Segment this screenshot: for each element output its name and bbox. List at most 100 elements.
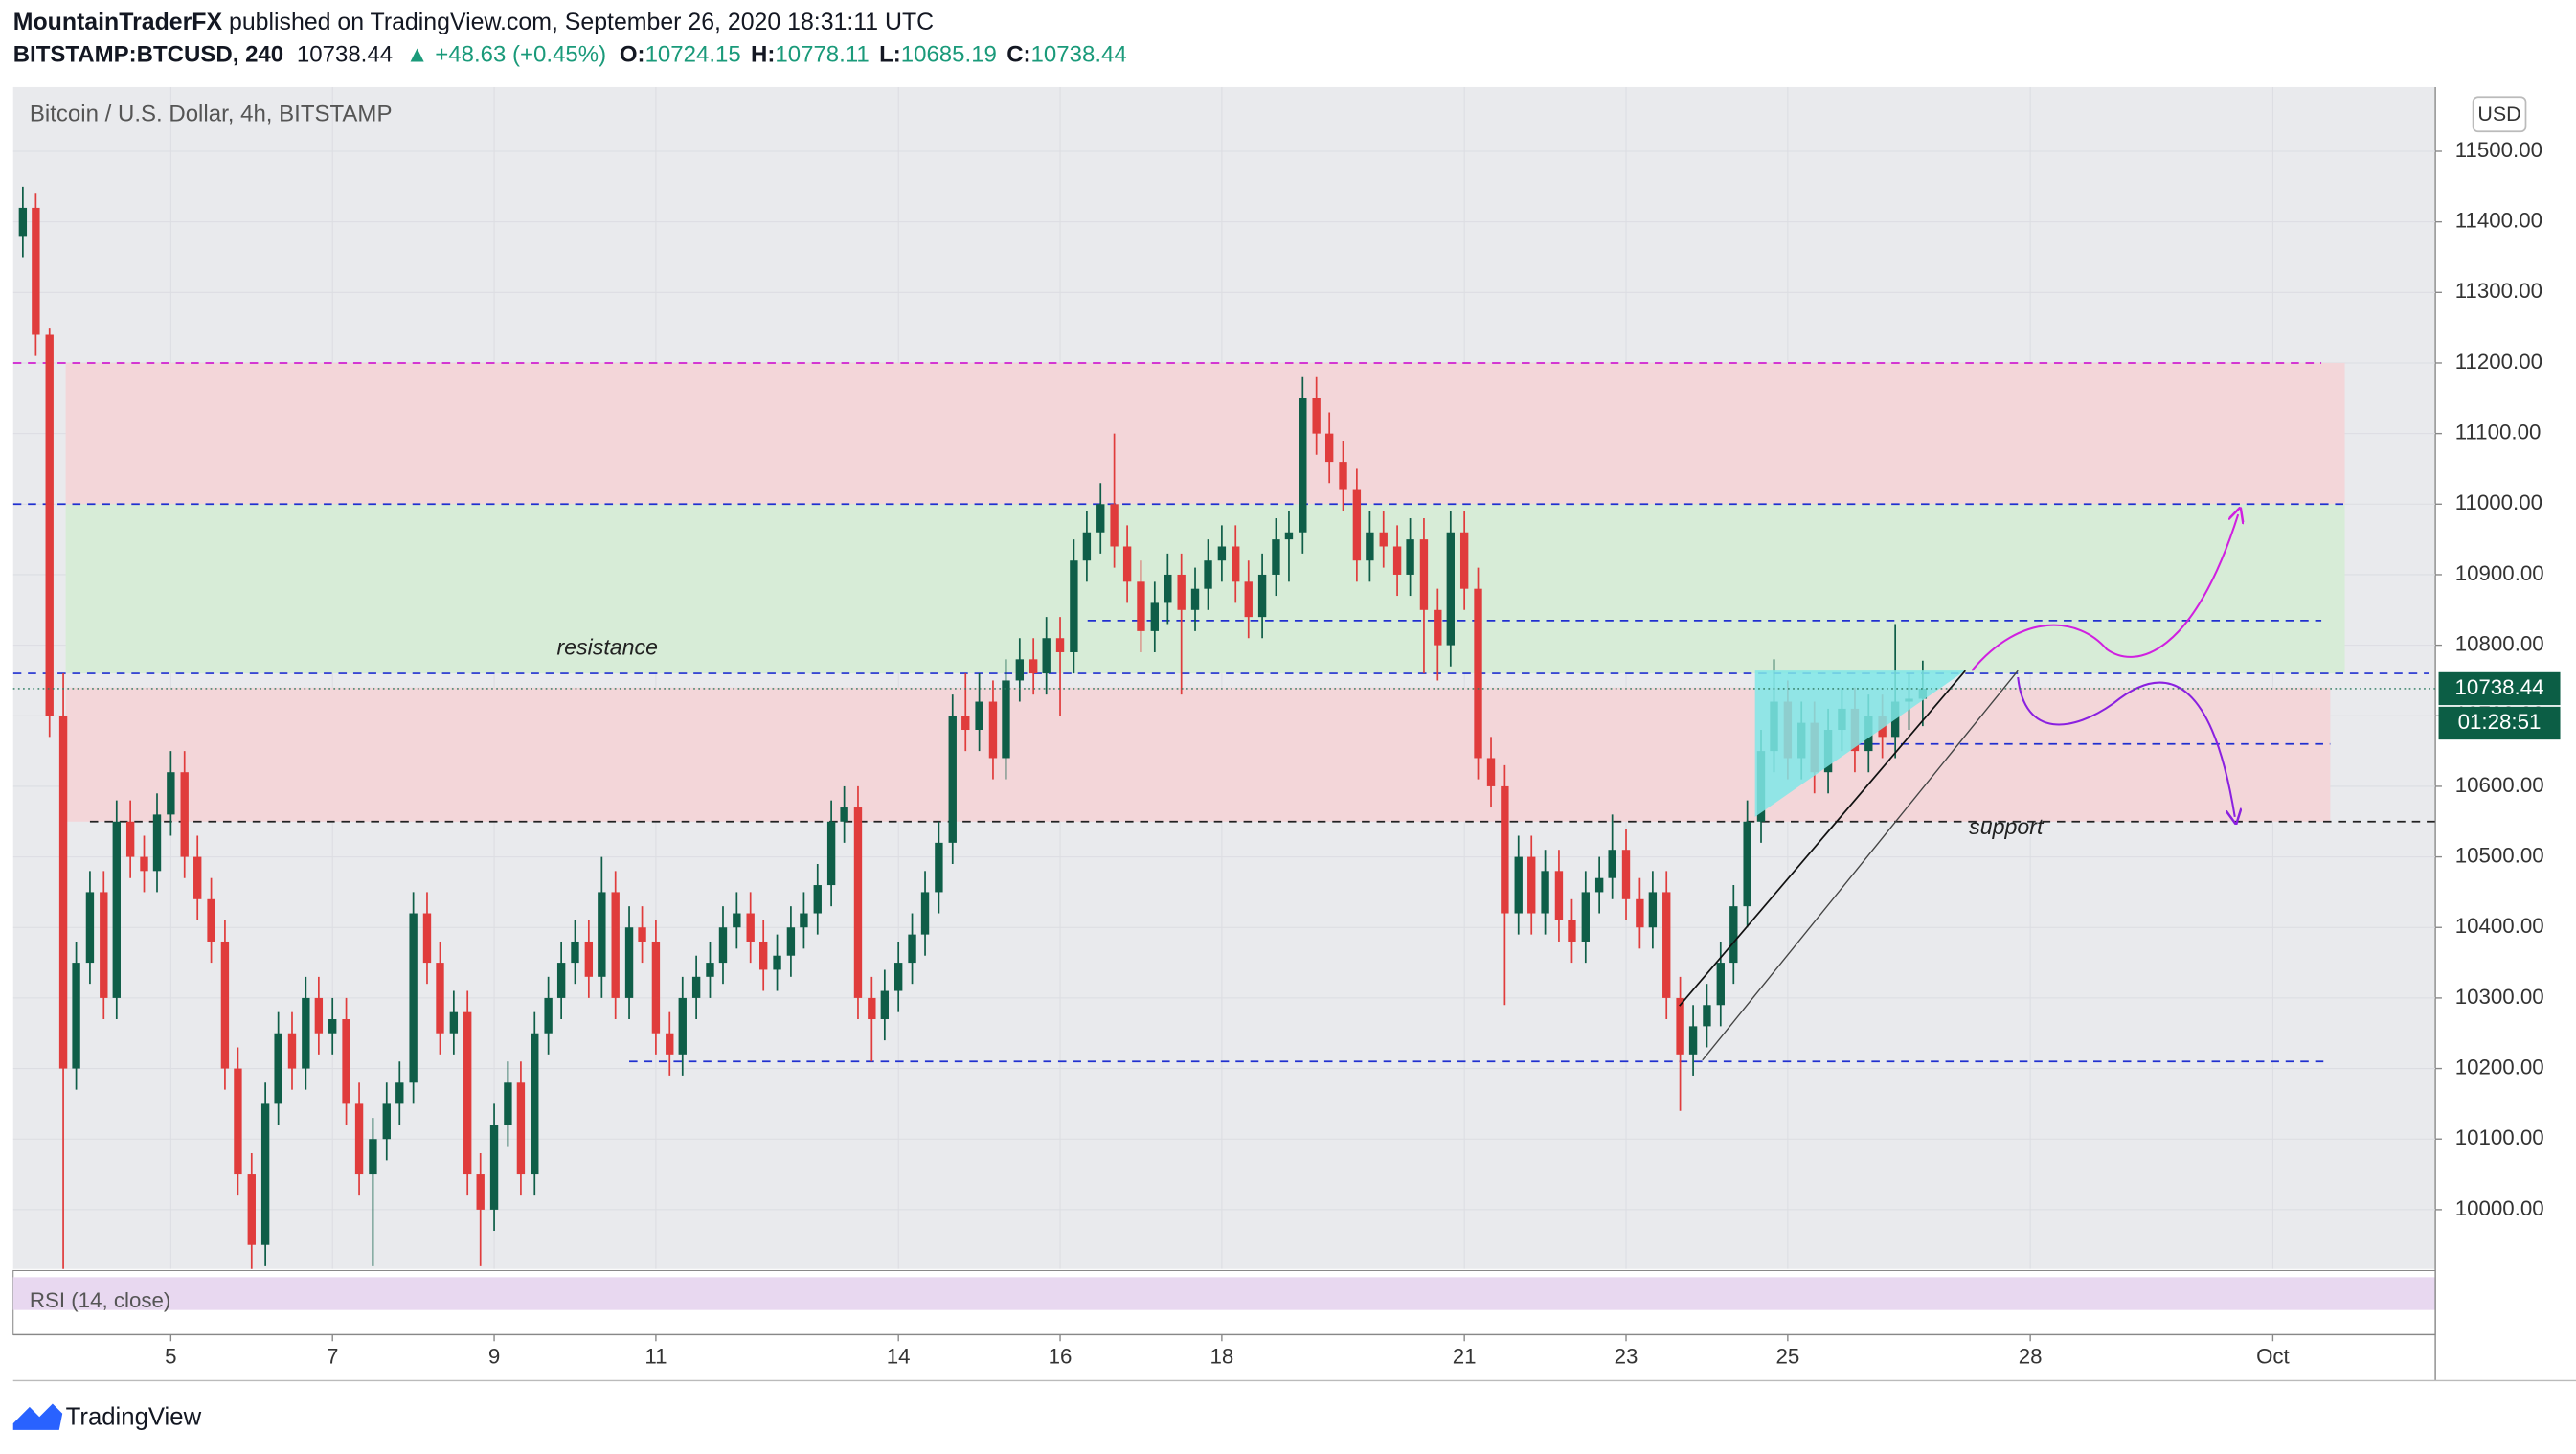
candle-body: [112, 821, 121, 998]
candle-body: [1514, 856, 1523, 914]
candle-body: [1743, 821, 1751, 907]
candle-body: [1070, 560, 1078, 652]
candle-body: [935, 842, 943, 893]
drawings: [1679, 514, 2238, 1061]
triangle: [1754, 670, 1966, 817]
candle-body: [167, 772, 175, 815]
candle-body: [1324, 433, 1334, 463]
candle-body: [328, 1019, 337, 1034]
candle-body: [409, 913, 418, 1083]
y-tick-label: 10800.00: [2455, 632, 2544, 656]
candle-body: [382, 1103, 391, 1140]
published: published on TradingView.com, September …: [222, 9, 934, 35]
trendline: [1679, 670, 1966, 1007]
candle-body: [948, 716, 957, 843]
ohlc-value: 10685.19: [901, 42, 997, 68]
trendline: [1702, 670, 2019, 1061]
y-tick-label: 11200.00: [2455, 350, 2542, 374]
candle-body: [436, 963, 444, 1034]
candle-body: [247, 1174, 256, 1245]
candle-body: [274, 1033, 282, 1104]
candle-body: [18, 207, 28, 237]
candle-body: [180, 772, 189, 857]
candle-body: [880, 990, 890, 1020]
candle-body: [840, 807, 848, 822]
candle-body: [1446, 532, 1455, 646]
candle-body: [516, 1082, 526, 1175]
candle-body: [1055, 638, 1065, 652]
candle-body: [571, 941, 579, 964]
candle-body: [1352, 489, 1362, 561]
candle-body: [1527, 856, 1536, 914]
candle-body: [1015, 659, 1025, 681]
candle-body: [1110, 504, 1119, 547]
x-tick-label: 21: [1453, 1344, 1477, 1368]
candle-body: [1164, 574, 1172, 603]
candle-body: [58, 716, 68, 1069]
x-tick-label: 18: [1209, 1344, 1233, 1368]
currency-button[interactable]: [2472, 96, 2527, 133]
y-tick-label: 10500.00: [2455, 843, 2544, 867]
symbol-line: BITSTAMP:BTCUSD, 240 10738.44 ▲ +48.63 (+0…: [13, 42, 1127, 68]
ohlc-value: 10778.11: [775, 42, 869, 68]
candle-body: [1137, 581, 1145, 631]
candle-body: [1002, 680, 1010, 759]
candle-body: [1434, 609, 1442, 646]
last-price: 10738.44: [297, 42, 393, 68]
currency[interactable]: USD: [2477, 102, 2520, 125]
candle-body: [759, 941, 768, 970]
candle-body: [449, 1011, 459, 1034]
symbol: BITSTAMP:BTCUSD, 240: [13, 42, 283, 68]
candle-body: [1232, 546, 1240, 582]
brand: TradingView: [66, 1404, 202, 1431]
rsi-label: RSI (14, close): [30, 1288, 170, 1312]
x-tick-label: 23: [1615, 1344, 1638, 1368]
candle-body: [1217, 546, 1227, 561]
annotation: support: [1969, 814, 2045, 839]
candle-body: [1662, 892, 1671, 998]
candle-body: [342, 1019, 350, 1104]
candle-body: [1568, 920, 1576, 942]
candle-body: [1636, 898, 1644, 928]
author: MountainTraderFX: [13, 9, 223, 35]
candle-body: [531, 1033, 539, 1175]
candle-body: [463, 1011, 472, 1175]
candle-body: [1312, 398, 1321, 434]
candle-body: [1096, 504, 1105, 533]
candle-body: [140, 856, 148, 872]
candle-body: [1257, 574, 1267, 618]
candle-body: [125, 821, 135, 857]
x-tick-label: 14: [887, 1344, 911, 1368]
x-tick-label: 11: [644, 1344, 667, 1368]
candle-body: [1648, 892, 1658, 928]
candle-body: [314, 997, 324, 1034]
y-tick-label: 11400.00: [2455, 209, 2542, 233]
candle-body: [1150, 602, 1160, 631]
candle-body: [395, 1082, 404, 1104]
candle-body: [746, 913, 755, 942]
candle-body: [369, 1139, 377, 1175]
candle-body: [1501, 785, 1509, 914]
candle-body: [1406, 539, 1414, 575]
candle-body: [813, 885, 822, 914]
candle-body: [826, 821, 836, 886]
candle-body: [584, 941, 594, 977]
candle-body: [1392, 546, 1402, 575]
candle-body: [920, 892, 930, 935]
candle-body: [868, 997, 876, 1020]
candle-body: [1272, 539, 1280, 575]
ohlc-label: C:: [1006, 42, 1030, 68]
candle-body: [1594, 877, 1604, 893]
candle-body: [598, 892, 606, 977]
x-tick-label: 7: [327, 1344, 338, 1368]
scenario-arrow: [2017, 676, 2235, 817]
candle-body: [988, 701, 998, 759]
candle-body: [1554, 871, 1564, 920]
candle-body: [1716, 963, 1725, 1006]
candle-body: [1122, 546, 1132, 582]
candle-body: [1676, 997, 1684, 1055]
countdown-box: [2438, 706, 2561, 740]
ohlc-label: O:: [620, 42, 645, 68]
x-tick-label: 25: [1775, 1344, 1799, 1368]
x-tick-label: 5: [165, 1344, 176, 1368]
